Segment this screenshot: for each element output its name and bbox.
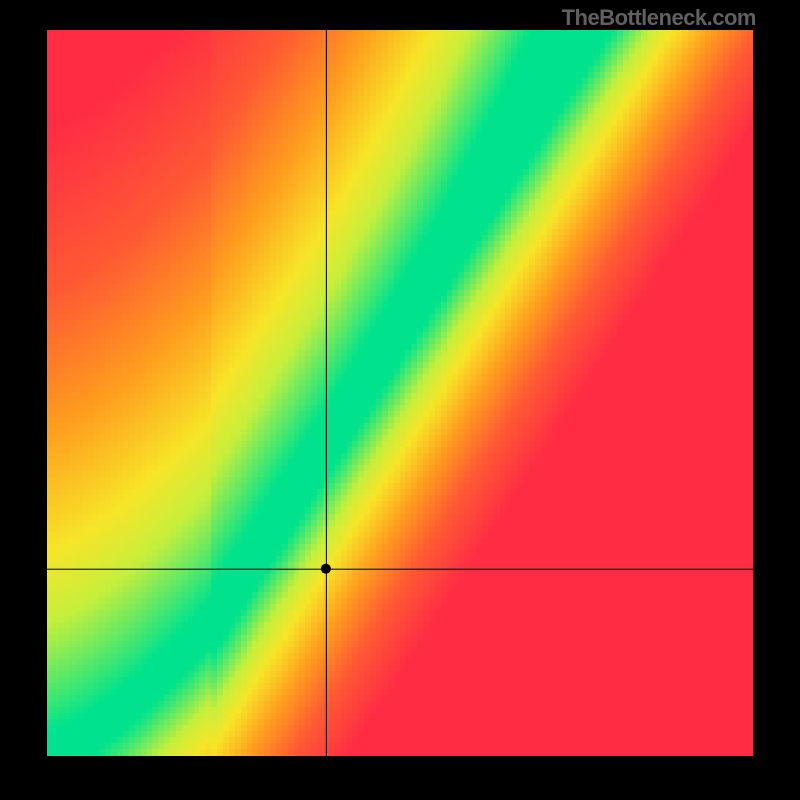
bottleneck-heatmap	[47, 30, 753, 756]
chart-container: TheBottleneck.com	[0, 0, 800, 800]
watermark-text: TheBottleneck.com	[562, 5, 756, 31]
